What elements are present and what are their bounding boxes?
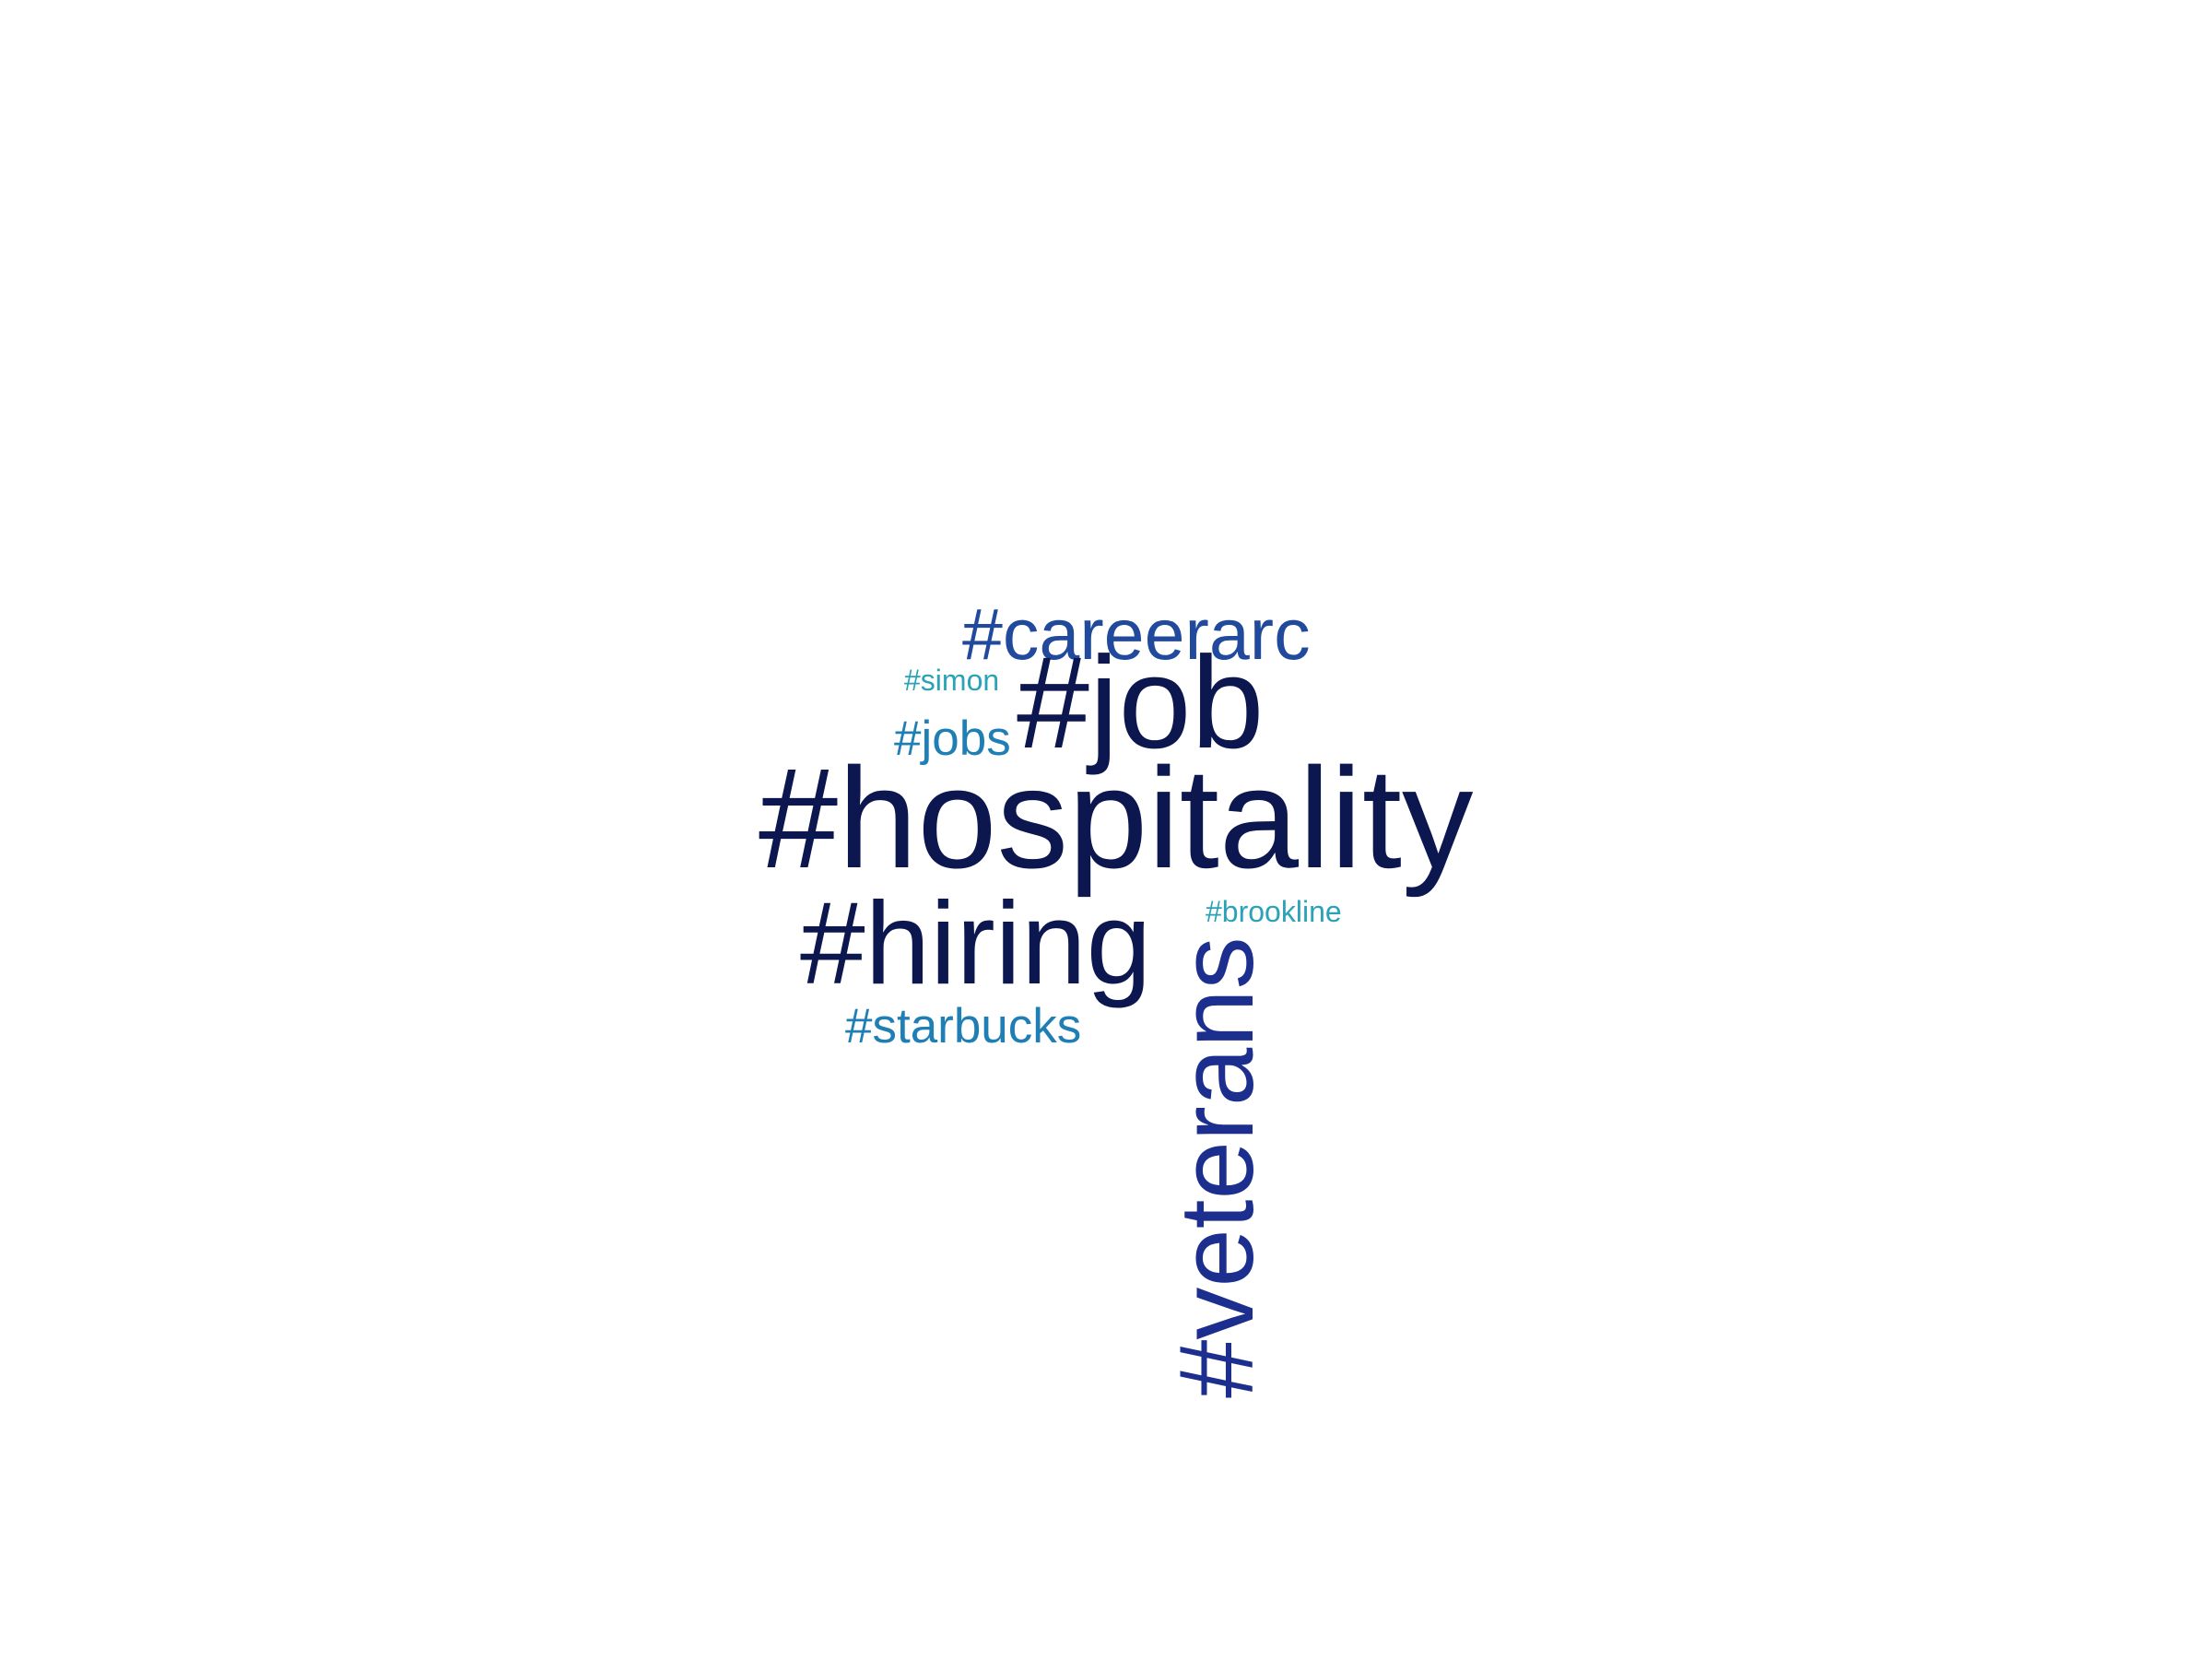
word-brookline: #brookline — [1206, 895, 1342, 928]
word-jobs: #jobs — [894, 712, 1011, 766]
word-hiring: #hiring — [800, 877, 1152, 1008]
word-job: #job — [1017, 629, 1265, 776]
word-hospitality: #hospitality — [759, 738, 1474, 898]
word-careerarc: #careerarc — [962, 593, 1311, 675]
word-simon: #simon — [904, 664, 1000, 697]
word-veterans: #veterans — [1159, 936, 1276, 1398]
word-starbucks: #starbucks — [845, 999, 1082, 1053]
